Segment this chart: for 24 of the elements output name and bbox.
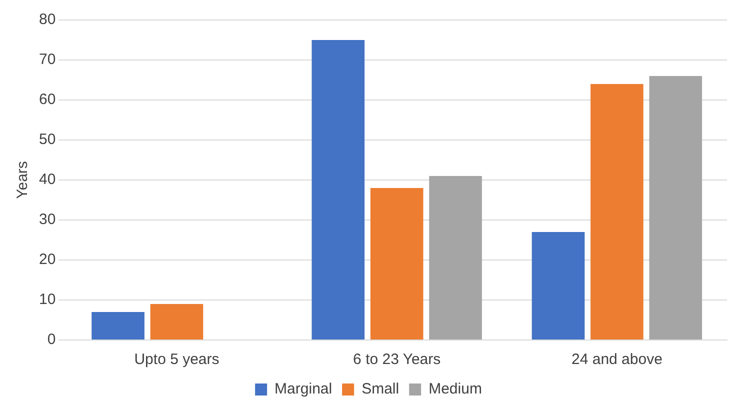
y-tick-label: 10 [38,291,56,308]
y-tick-label: 60 [38,91,56,108]
bar [312,40,365,340]
bar [92,312,144,340]
bar [649,76,702,340]
y-axis-title: Years [14,161,32,199]
y-tick-label: 20 [38,251,56,268]
y-tick-label: 50 [38,131,56,148]
bar [429,176,482,340]
bar [590,84,644,340]
y-tick-label: 80 [38,11,56,28]
y-tick-label: 70 [38,51,56,68]
x-tick-label: 24 and above [571,351,662,368]
x-tick-label: Upto 5 years [134,351,220,368]
y-tick-label: 0 [47,331,56,348]
legend-label: Marginal [274,380,332,398]
y-tick-label: 40 [38,171,56,188]
legend-label: Medium [428,380,482,398]
y-tick-label: 30 [38,211,56,228]
legend-label: Small [362,380,400,398]
bar [150,304,204,340]
bar [532,232,585,340]
x-tick-label: 6 to 23 Years [353,351,441,368]
bar [370,188,424,340]
